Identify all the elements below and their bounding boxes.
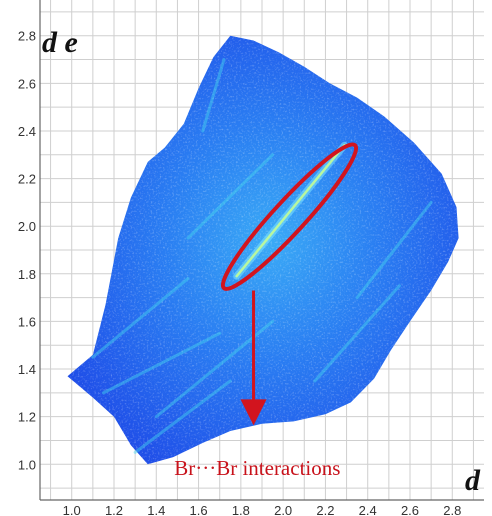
y-tick-label: 1.0 <box>18 457 36 472</box>
y-tick-label: 1.8 <box>18 267 36 282</box>
x-tick-label: 1.8 <box>232 503 250 516</box>
y-tick-label: 1.2 <box>18 410 36 425</box>
fingerprint-region <box>67 35 459 465</box>
y-tick-label: 2.8 <box>18 29 36 44</box>
x-tick-label: 2.2 <box>316 503 334 516</box>
fingerprint-speckle <box>67 35 459 465</box>
annotation-label: Br···Br interactions <box>174 456 340 480</box>
density-streak <box>355 200 433 300</box>
annotation-arrow-head <box>240 399 267 426</box>
y-tick-label: 2.6 <box>18 76 36 91</box>
density-streak <box>91 277 190 359</box>
x-tick-label: 2.4 <box>359 503 377 516</box>
annotation: Br···Br interactions <box>174 142 359 480</box>
x-tick-label: 1.2 <box>105 503 123 516</box>
density-streak <box>133 379 232 454</box>
y-tick-label: 2.0 <box>18 219 36 234</box>
x-tick-label: 2.6 <box>401 503 419 516</box>
x-tick-label: 1.0 <box>63 503 81 516</box>
axes <box>39 0 484 501</box>
y-tick-label: 1.4 <box>18 362 36 377</box>
annotation-ellipse <box>220 142 359 291</box>
x-tick-label: 2.0 <box>274 503 292 516</box>
density-streak <box>186 153 275 240</box>
x-tick-label: 1.6 <box>190 503 208 516</box>
density-streak <box>201 58 226 133</box>
density-streak <box>313 284 401 383</box>
y-tick-label: 1.6 <box>18 314 36 329</box>
density-streak <box>101 331 222 395</box>
x-axis-label: d <box>465 464 481 497</box>
y-axis-label: d e <box>42 26 78 59</box>
y-tick-label: 2.2 <box>18 172 36 187</box>
dense-band <box>235 143 346 278</box>
x-tick-label: 2.8 <box>443 503 461 516</box>
x-tick-label: 1.4 <box>147 503 165 516</box>
tick-labels: 1.0 1.2 1.4 1.6 1.8 2.0 2.2 2.4 2.6 2.8 1.0 1.2 1.4 1… <box>18 26 481 516</box>
y-tick-label: 2.4 <box>18 124 36 139</box>
